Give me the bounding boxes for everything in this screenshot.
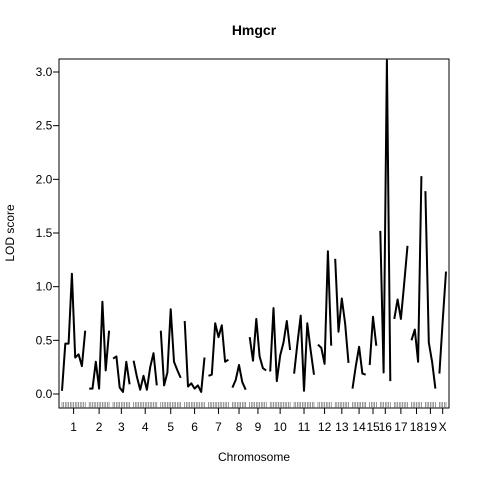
lod-line-chr-7 [208, 322, 229, 377]
x-tick-label: 2 [96, 420, 103, 434]
x-axis-label: Chromosome [218, 450, 290, 464]
x-tick-label: 15 [366, 420, 380, 434]
lod-line-chr-6 [183, 320, 206, 393]
lod-line-chr-4 [132, 352, 158, 391]
x-tick-label: 8 [236, 420, 243, 434]
lod-line-chr-19 [424, 191, 437, 389]
lod-line-chr-11 [293, 314, 315, 392]
lod-line-chr-8 [231, 364, 247, 391]
lod-line-chr-10 [269, 307, 292, 383]
x-tick-label: 7 [215, 420, 222, 434]
x-tick-label: X [439, 420, 447, 434]
lod-line-chr-12 [317, 250, 333, 365]
chart-title: Hmgcr [232, 22, 277, 38]
y-tick-label: 2.5 [36, 119, 53, 133]
x-tick-label: 1 [70, 420, 77, 434]
x-tick-label: 17 [394, 420, 408, 434]
marker-rug [61, 402, 447, 408]
y-tick-label: 1.0 [36, 280, 53, 294]
y-tick-label: 1.5 [36, 226, 53, 240]
y-axis-label: LOD score [3, 204, 17, 262]
x-tick-label: 14 [352, 420, 366, 434]
x-tick-label: 13 [335, 420, 349, 434]
x-tick-label: 11 [298, 420, 311, 434]
x-tick-label: 12 [318, 420, 332, 434]
x-tick-label: 5 [167, 420, 174, 434]
lod-line-chr-17 [393, 245, 409, 320]
lod-curves [61, 59, 447, 393]
x-tick-label: 18 [410, 420, 424, 434]
lod-line-chr-X [438, 271, 447, 374]
lod-line-chr-15 [368, 315, 378, 366]
lod-line-chr-13 [334, 258, 350, 363]
x-tick-label: 9 [255, 420, 262, 434]
lod-line-chr-3 [112, 355, 131, 393]
lod-line-chr-2 [89, 300, 111, 390]
lod-line-chr-1 [61, 272, 87, 391]
y-tick-label: 0.5 [36, 333, 53, 347]
y-tick-label: 0.0 [36, 387, 53, 401]
lod-line-chr-16 [379, 59, 392, 382]
x-tick-label: 6 [191, 420, 198, 434]
lod-line-chr-5 [159, 308, 182, 387]
lod-line-chr-9 [248, 317, 267, 372]
x-tick-label: 3 [118, 420, 125, 434]
x-tick-label: 16 [379, 420, 393, 434]
y-tick-label: 3.0 [36, 65, 53, 79]
lod-line-chr-18 [410, 176, 423, 363]
y-tick-label: 2.0 [36, 172, 53, 186]
lod-line-chr-14 [351, 345, 367, 389]
x-tick-label: 10 [273, 420, 287, 434]
x-tick-label: 19 [424, 420, 438, 434]
x-tick-label: 4 [142, 420, 149, 434]
y-axis: 0.0 0.5 1.0 1.5 2.0 2.5 3.0 [36, 65, 59, 401]
